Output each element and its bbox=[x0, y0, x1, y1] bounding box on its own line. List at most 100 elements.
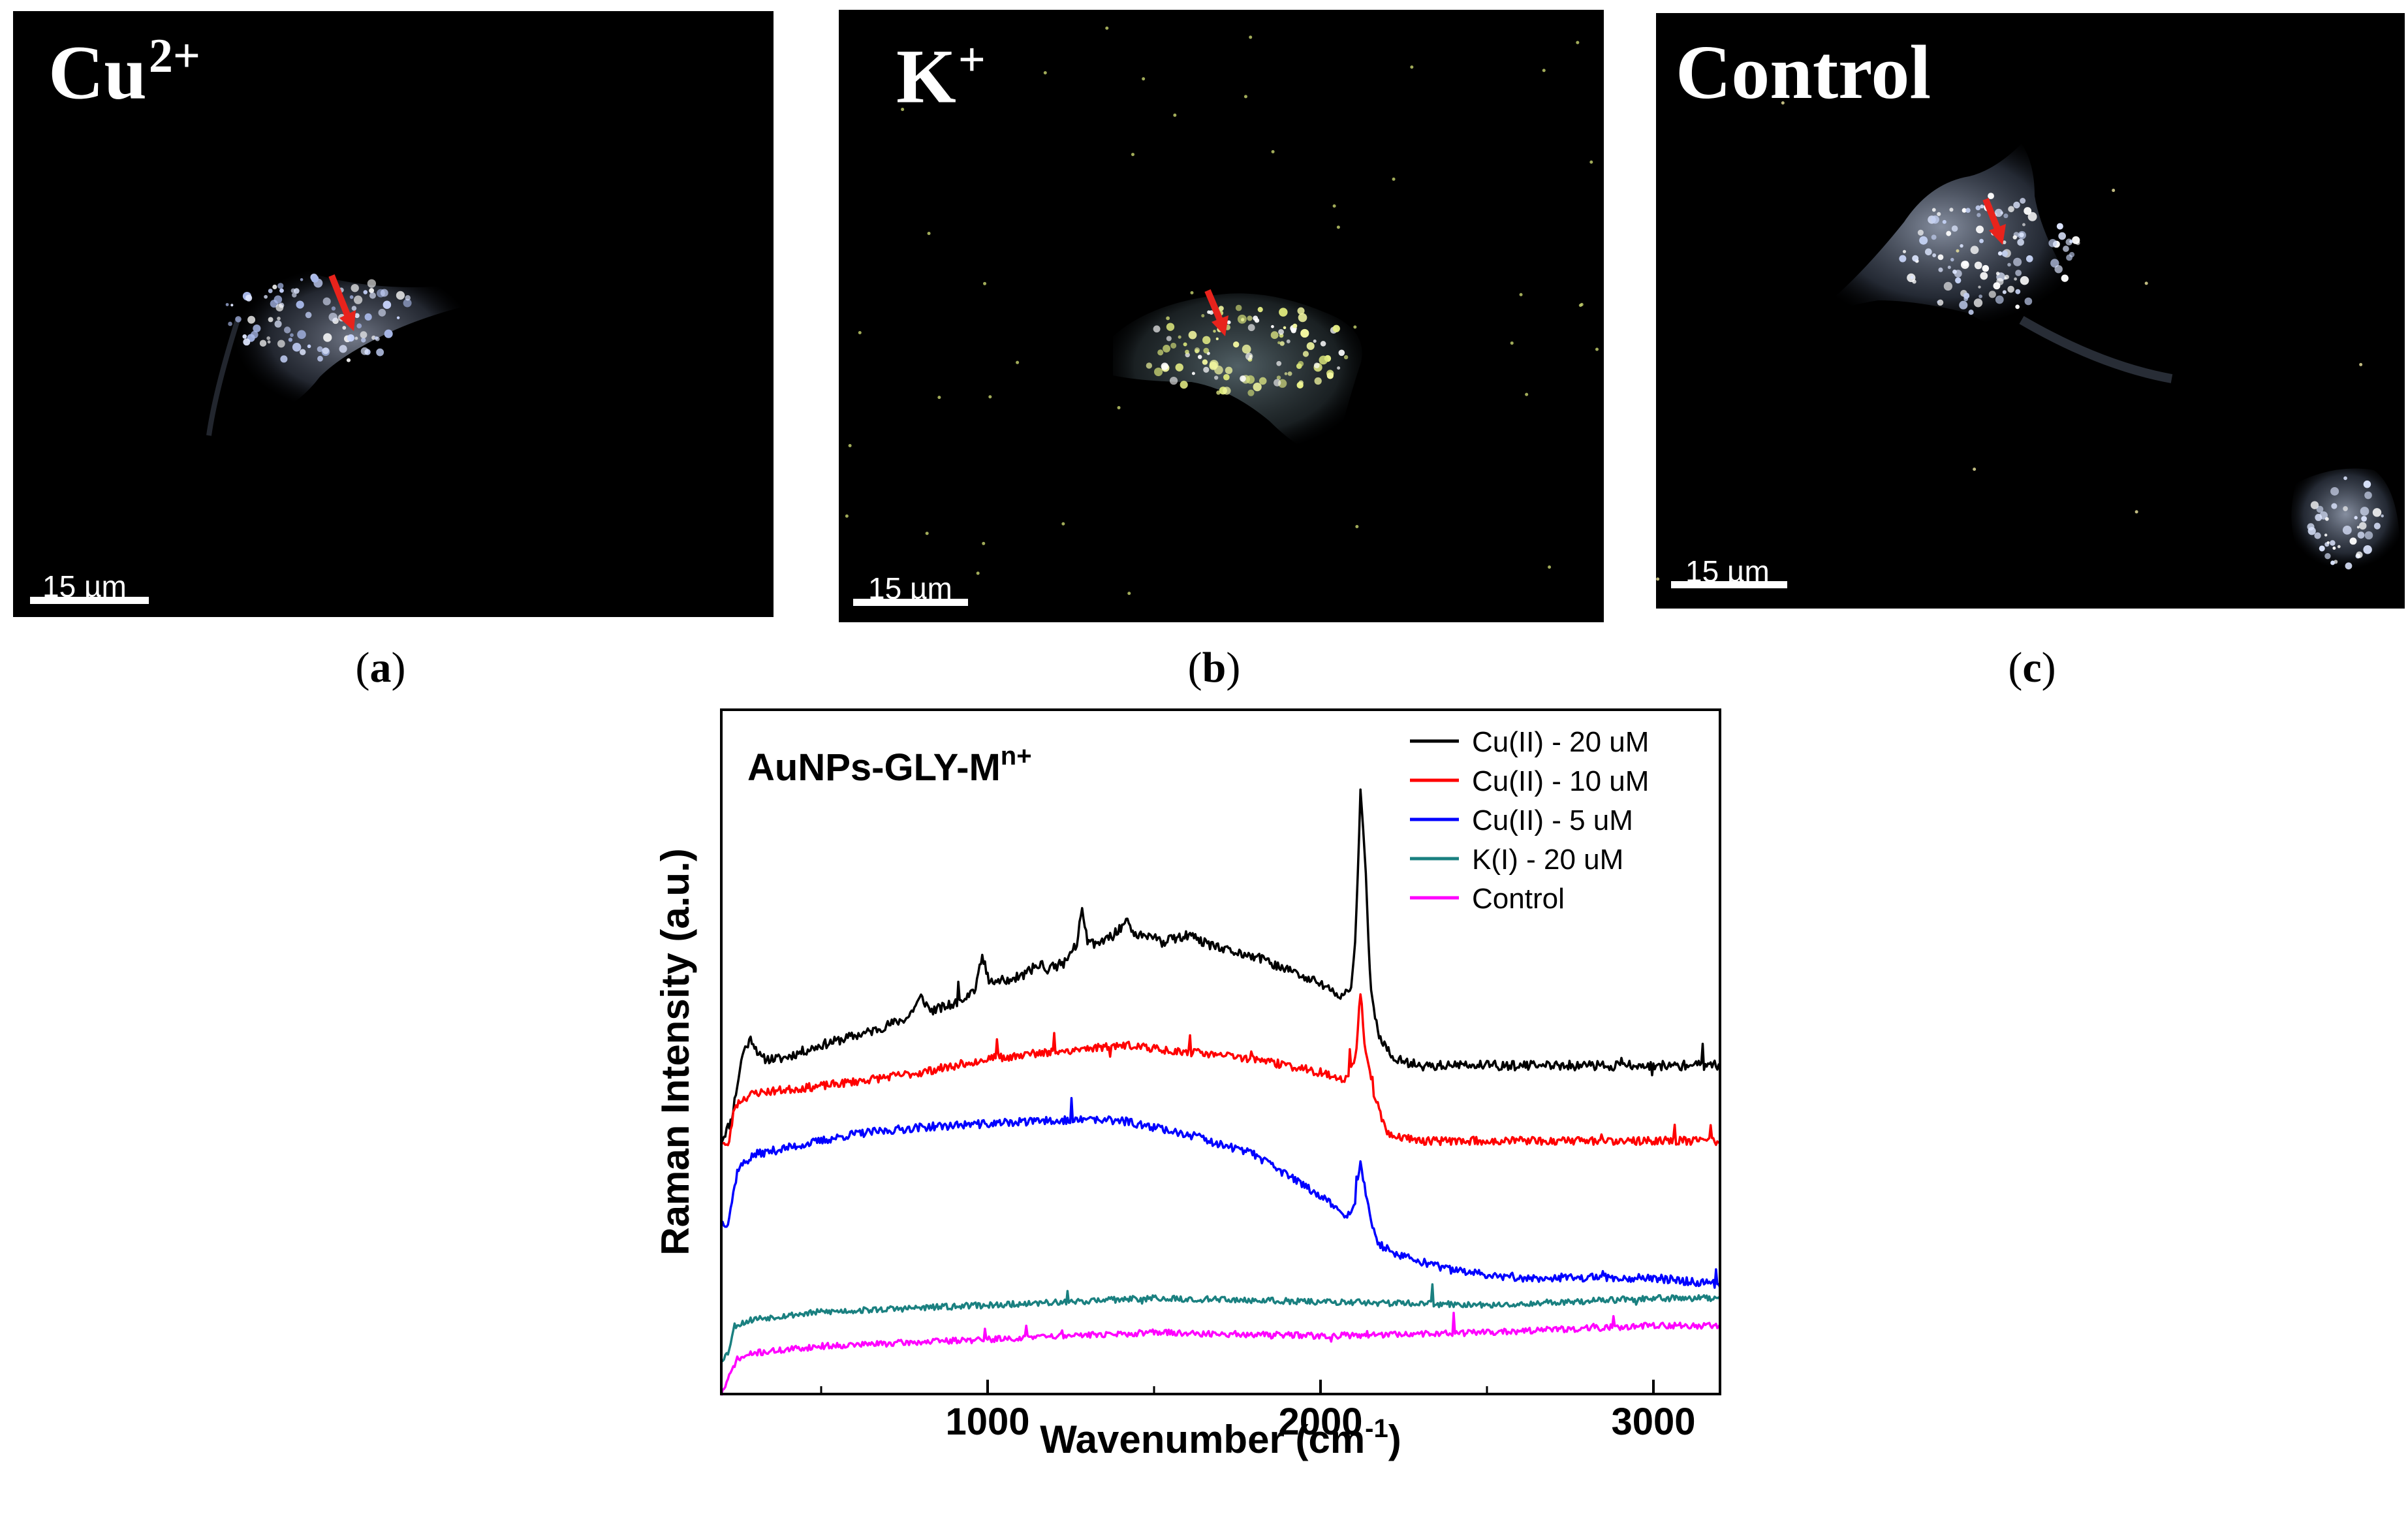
background-spot bbox=[1580, 302, 1584, 306]
nanoparticle-spot bbox=[292, 293, 297, 298]
nanoparticle-spot bbox=[1203, 347, 1210, 354]
nanoparticle-spot bbox=[267, 340, 271, 344]
nanoparticle-spot bbox=[1225, 366, 1233, 374]
nanoparticle-spot bbox=[2015, 304, 2020, 309]
plot-frame bbox=[720, 708, 1721, 1395]
nanoparticle-spot bbox=[1274, 379, 1281, 387]
nanoparticle-spot bbox=[2069, 251, 2075, 258]
red-arrow-b bbox=[1204, 289, 1228, 336]
nanoparticle-spot bbox=[1313, 339, 1317, 343]
nanoparticle-spots-c bbox=[1656, 101, 2384, 581]
x-axis-label: Wavenumber (cm-1) bbox=[1040, 1414, 1401, 1461]
nanoparticle-spot bbox=[383, 300, 392, 309]
nanoparticle-spot bbox=[228, 321, 232, 326]
nanoparticle-spot bbox=[1949, 208, 1954, 212]
nanoparticle-spot bbox=[1175, 363, 1183, 372]
nanoparticle-spot bbox=[1946, 230, 1952, 236]
nanoparticle-spot bbox=[272, 284, 277, 290]
nanoparticle-spot bbox=[396, 316, 400, 319]
nanoparticle-spot bbox=[328, 312, 337, 322]
nanoparticle-spot bbox=[1302, 351, 1309, 357]
nanoparticle-spot bbox=[283, 326, 291, 334]
background-spot bbox=[937, 396, 941, 400]
background-spot bbox=[2134, 510, 2138, 514]
nanoparticle-spot bbox=[1994, 208, 2003, 217]
nanoparticle-spot bbox=[1276, 375, 1281, 380]
nanoparticle-spot bbox=[2364, 491, 2372, 500]
nanoparticle-spot bbox=[1214, 365, 1223, 375]
nanoparticle-spot bbox=[1213, 329, 1216, 333]
nanoparticle-spot bbox=[294, 288, 300, 294]
nanoparticle-spot bbox=[1975, 205, 1981, 211]
nanoparticle-spot bbox=[1202, 359, 1208, 365]
nanoparticle-spot bbox=[2332, 547, 2336, 550]
nanoparticle-spot bbox=[363, 290, 368, 294]
nanoparticle-spot bbox=[375, 336, 380, 341]
background-spot bbox=[1043, 71, 1047, 74]
nanoparticle-spot bbox=[1343, 355, 1349, 360]
background-spot bbox=[1016, 360, 1020, 364]
nanoparticle-spot bbox=[2003, 214, 2009, 219]
background-spot bbox=[1510, 341, 1514, 345]
ion-label-c: Control bbox=[1676, 29, 1931, 115]
nanoparticle-spot bbox=[2076, 240, 2080, 246]
cell-body-b bbox=[1113, 293, 1362, 455]
scale-bar-a bbox=[30, 597, 149, 604]
nanoparticle-spot bbox=[1970, 246, 1979, 255]
background-spot bbox=[1410, 65, 1414, 69]
nanoparticle-spot bbox=[1910, 276, 1914, 279]
nanoparticle-spot bbox=[1924, 248, 1932, 256]
nanoparticle-spot bbox=[1980, 272, 1988, 280]
cell-image-b bbox=[845, 26, 1599, 595]
nanoparticle-spot bbox=[1937, 254, 1944, 261]
nanoparticle-spot bbox=[1259, 377, 1267, 385]
nanoparticle-spot bbox=[280, 355, 288, 363]
nanoparticle-spot bbox=[1242, 344, 1251, 354]
nanoparticle-spot bbox=[342, 326, 347, 330]
nanoparticle-spot bbox=[2330, 486, 2339, 496]
background-spot bbox=[1355, 525, 1359, 529]
nanoparticle-spot bbox=[1962, 208, 1967, 213]
scale-bar-label-b: 15 µm bbox=[868, 571, 952, 605]
background-spot bbox=[1105, 26, 1109, 30]
nanoparticle-spot bbox=[396, 291, 405, 300]
nanoparticle-spot bbox=[2012, 235, 2017, 240]
nanoparticle-spot bbox=[1161, 362, 1169, 370]
nanoparticle-spot bbox=[1279, 341, 1285, 346]
nanoparticle-spot bbox=[2372, 508, 2382, 517]
nanoparticle-spot bbox=[1247, 324, 1255, 332]
nanoparticle-spot bbox=[1276, 360, 1282, 366]
nanoparticle-spot bbox=[1253, 382, 1262, 392]
nanoparticle-spot bbox=[1978, 285, 1981, 289]
nanoparticle-spot bbox=[2015, 270, 2022, 276]
nanoparticle-spot bbox=[1988, 291, 1996, 298]
background-spot bbox=[1589, 160, 1593, 164]
nanoparticle-spot bbox=[277, 340, 285, 348]
nanoparticle-spot bbox=[2002, 290, 2007, 294]
nanoparticle-spot bbox=[1214, 375, 1219, 380]
nanoparticle-spot bbox=[1271, 325, 1274, 328]
background-spot bbox=[1519, 293, 1523, 296]
nanoparticle-spot bbox=[2063, 246, 2069, 252]
series-line-3 bbox=[720, 1096, 1721, 1289]
nanoparticle-spot bbox=[2363, 480, 2371, 488]
nanoparticle-spot bbox=[1997, 251, 2003, 256]
nanoparticle-spot bbox=[1976, 225, 1984, 234]
nanoparticle-spot bbox=[290, 333, 294, 338]
nanoparticle-spot bbox=[384, 329, 393, 338]
nanoparticle-spot bbox=[351, 306, 357, 311]
nanoparticle-spot bbox=[1319, 355, 1328, 365]
nanoparticle-spot bbox=[2356, 551, 2363, 558]
nanoparticle-spot bbox=[1227, 320, 1231, 325]
nanoparticle-spot bbox=[1278, 328, 1285, 335]
nanoparticle-spot bbox=[1977, 213, 1981, 217]
nanoparticle-spot bbox=[1223, 387, 1231, 395]
background-spot bbox=[1249, 35, 1253, 39]
nanoparticle-spot bbox=[1938, 267, 1943, 272]
nanoparticle-spot bbox=[1185, 349, 1189, 355]
nanoparticle-spot bbox=[296, 300, 304, 309]
nanoparticle-spot bbox=[2324, 533, 2328, 537]
x-tick-label: 3000 bbox=[1611, 1401, 1695, 1443]
raman-chart: 1000 2000 3000 AuNPs-GLY-Mn+ Wavenumber (c… bbox=[653, 708, 1721, 1461]
subfigure-label-b: (b) bbox=[1187, 644, 1241, 691]
